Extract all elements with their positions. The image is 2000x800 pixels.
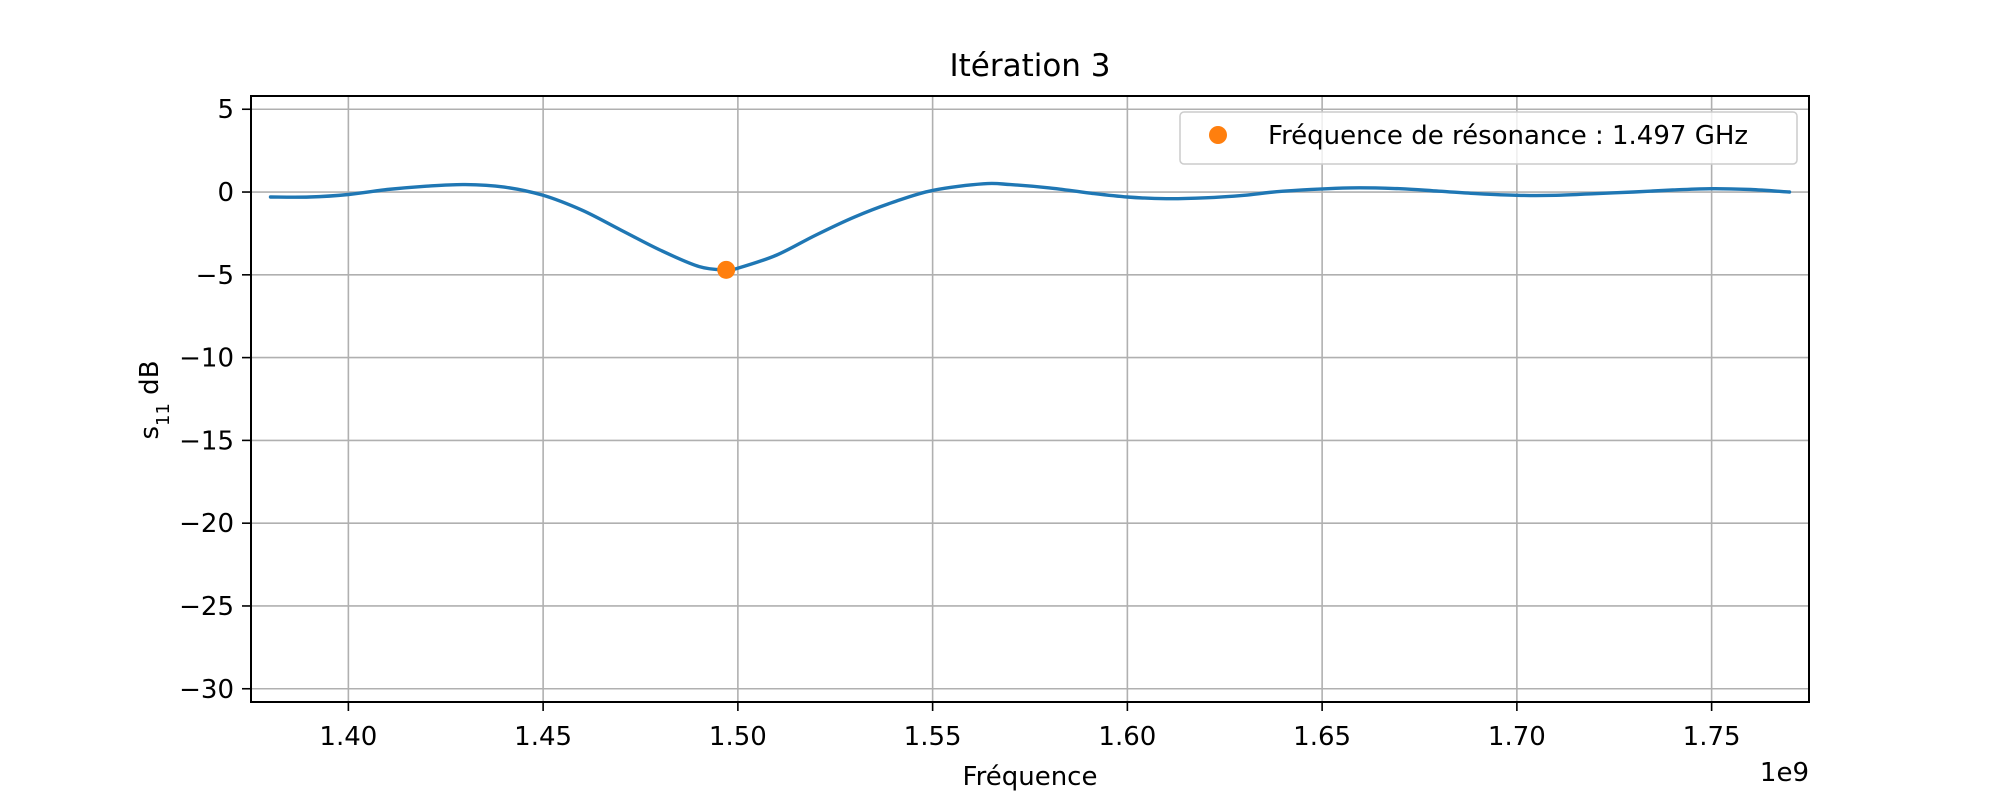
x-tick-label: 1.75	[1683, 722, 1741, 752]
y-tick-label: −5	[196, 261, 234, 291]
x-tick-label: 1.50	[709, 722, 767, 752]
x-tick-label: 1.40	[319, 722, 377, 752]
y-tick-label: −10	[179, 344, 234, 374]
y-axis-ticks: 5 0 −5 −10 −15 −20 −25 −30	[179, 95, 251, 705]
legend-box	[1179, 111, 1798, 165]
y-tick-label: 0	[217, 178, 234, 208]
y-tick-label: −30	[179, 675, 234, 705]
x-tick-label: 1.55	[904, 722, 962, 752]
x-axis-ticks: 1.40 1.45 1.50 1.55 1.60 1.65 1.70 1.75	[319, 702, 1741, 752]
axes-frame	[250, 95, 1810, 703]
y-tick-label: 5	[217, 95, 234, 125]
legend-label: Fréquence de résonance : 1.497 GHz	[1268, 121, 1748, 151]
legend: Fréquence de résonance : 1.497 GHz	[1179, 111, 1798, 165]
y-tick-label: −15	[179, 426, 234, 456]
x-tick-label: 1.45	[514, 722, 572, 752]
x-tick-label: 1.70	[1488, 722, 1546, 752]
x-axis-label: Fréquence	[963, 762, 1098, 792]
plot-area	[268, 181, 1792, 279]
y-tick-label: −20	[179, 509, 234, 539]
y-axis-label-main: s	[135, 426, 165, 440]
x-axis-offset-label: 1e9	[1760, 758, 1809, 788]
s11-curve	[268, 181, 1792, 272]
y-axis-label: s11 dB	[135, 360, 174, 439]
y-tick-label: −25	[179, 592, 234, 622]
y-axis-label-subscript: 11	[153, 403, 174, 426]
x-tick-label: 1.60	[1098, 722, 1156, 752]
legend-marker	[1209, 126, 1227, 144]
resonance-point	[717, 260, 736, 279]
x-tick-label: 1.65	[1293, 722, 1351, 752]
chart-title: Itération 3	[949, 48, 1110, 84]
grid	[251, 96, 1809, 702]
y-axis-label-unit: dB	[135, 360, 165, 403]
